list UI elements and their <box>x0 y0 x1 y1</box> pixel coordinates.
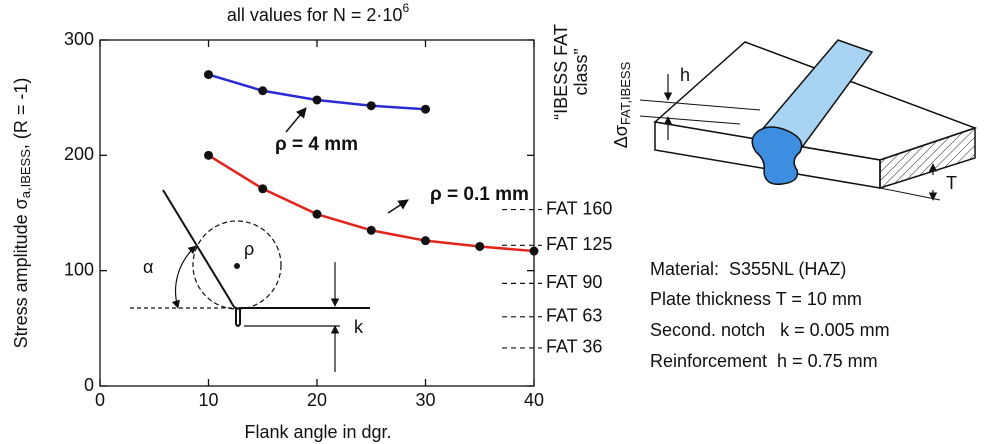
x-tick-label: 40 <box>524 390 544 410</box>
title-text: all values for N = 2·10 <box>227 5 403 25</box>
title-exponent: 6 <box>402 1 409 15</box>
data-point <box>204 150 213 160</box>
data-point <box>421 104 430 114</box>
specimen-label: h <box>680 65 690 85</box>
series-label: ρ = 4 mm <box>275 134 358 155</box>
dimension-line <box>879 187 941 201</box>
data-point <box>312 95 322 105</box>
y2-axis-label: “IBESS FAT <box>551 24 571 120</box>
stress-range-text: Δσ <box>611 125 631 148</box>
specimen-label: ΔσFAT,IBESS <box>611 61 634 148</box>
data-point <box>529 246 539 256</box>
chart-title: all values for N = 2·106 <box>227 1 410 25</box>
data-point <box>421 236 430 246</box>
plate-side <box>879 126 976 190</box>
fat-label: FAT 63 <box>546 306 602 326</box>
y-label-text: , (R = -1) <box>11 78 31 150</box>
y-label-subscript: a,IBESS <box>18 149 33 198</box>
fat-label: FAT 160 <box>546 198 612 218</box>
x-tick-label: 30 <box>415 390 435 410</box>
y2-axis-label: class” <box>571 48 591 95</box>
fat-label: FAT 36 <box>546 337 602 357</box>
weld-section <box>751 126 803 185</box>
dimension-line <box>639 99 761 111</box>
data-point <box>204 70 213 80</box>
sketch-label: k <box>354 317 364 337</box>
y-tick-label: 300 <box>64 29 94 49</box>
data-point <box>312 209 322 219</box>
data-point <box>366 101 376 111</box>
notch-sketch: α ρ k <box>130 189 370 372</box>
stress-range-subscript: FAT,IBESS <box>618 61 633 125</box>
series-label: ρ = 0.1 mm <box>430 184 529 205</box>
sketch-label: α <box>143 257 153 277</box>
y-tick-label: 200 <box>64 144 94 164</box>
sketch-label: ρ <box>244 239 254 259</box>
x-axis-label: Flank angle in dgr. <box>244 422 391 442</box>
x-tick-label: 10 <box>198 390 218 410</box>
property-text: Reinforcement h = 0.75 mm <box>650 351 878 371</box>
specimen-label: T <box>946 173 957 193</box>
x-tick-label: 0 <box>95 390 105 410</box>
data-point <box>258 86 268 96</box>
data-point <box>258 184 268 194</box>
y-tick-label: 0 <box>84 375 94 395</box>
annotation-arrow <box>285 107 307 133</box>
data-point <box>366 225 376 235</box>
fat-label: FAT 125 <box>546 234 612 254</box>
fat-label: FAT 90 <box>546 272 602 292</box>
property-text: Material: S355NL (HAZ) <box>650 259 846 279</box>
property-text: Second. notch k = 0.005 mm <box>650 320 890 340</box>
angle-arc <box>171 245 197 309</box>
radius-center <box>234 263 240 269</box>
dimension-line <box>639 115 741 125</box>
y-tick-label: 100 <box>64 259 94 279</box>
annotation-arrow <box>387 199 409 214</box>
x-tick-label: 20 <box>307 390 327 410</box>
notch-profile <box>162 189 370 327</box>
y-axis-label: Stress amplitude σa,IBESS, (R = -1) <box>11 78 34 349</box>
property-text: Plate thickness T = 10 mm <box>650 289 862 309</box>
y-label-text: Stress amplitude σ <box>11 198 31 348</box>
data-point <box>475 241 485 251</box>
specimen-drawing: h T ΔσFAT,IBESS <box>611 39 978 201</box>
